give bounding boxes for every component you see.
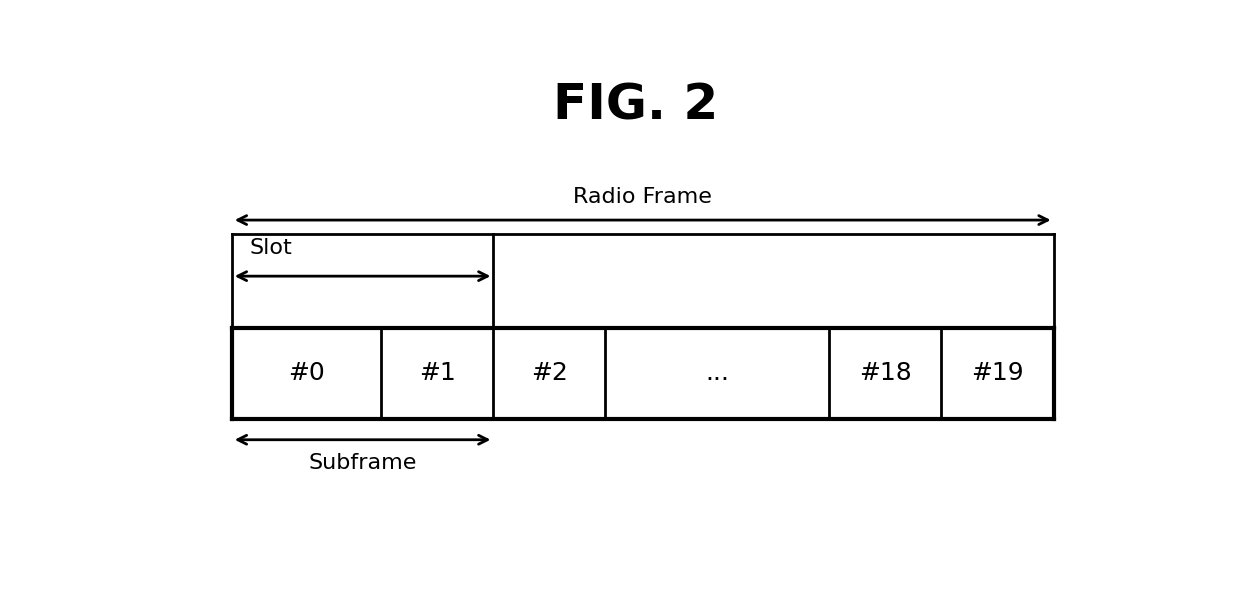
Text: #18: #18 [859,361,911,385]
Text: FIG. 2: FIG. 2 [553,81,718,129]
Text: Subframe: Subframe [309,453,417,473]
Text: ...: ... [706,361,729,385]
Text: Slot: Slot [249,238,291,258]
Text: Radio Frame: Radio Frame [573,187,712,207]
Text: #0: #0 [288,361,325,385]
Text: #2: #2 [531,361,568,385]
Text: #1: #1 [419,361,455,385]
Text: #19: #19 [971,361,1024,385]
